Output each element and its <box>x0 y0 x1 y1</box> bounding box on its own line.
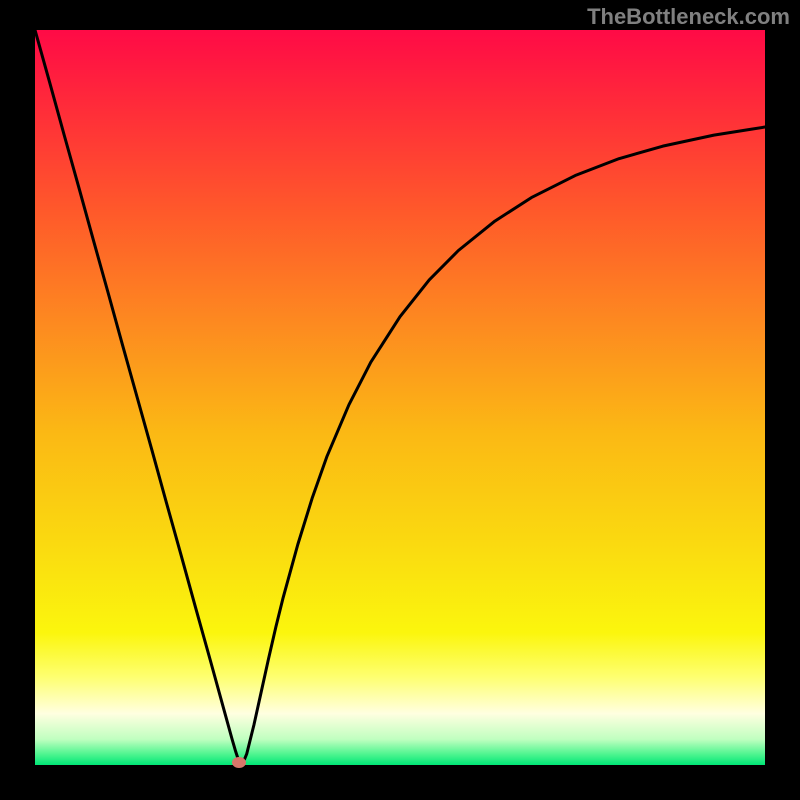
optimal-point-marker <box>232 757 246 768</box>
watermark-text: TheBottleneck.com <box>587 4 790 30</box>
bottleneck-curve <box>35 30 765 765</box>
plot-area <box>35 30 765 765</box>
chart-container: TheBottleneck.com <box>0 0 800 800</box>
